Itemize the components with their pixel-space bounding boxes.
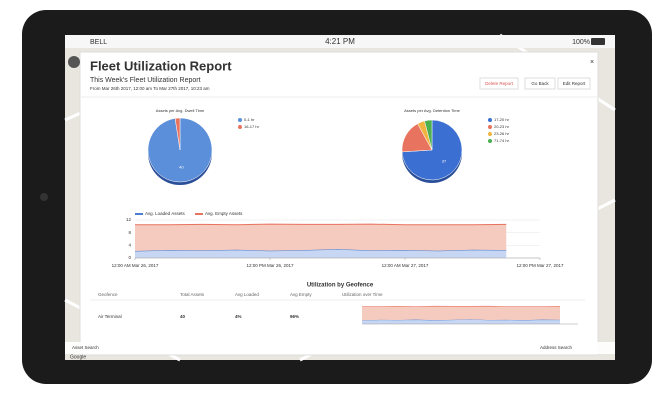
clock: 4:21 PM xyxy=(325,37,355,46)
legend-swatch xyxy=(488,125,492,129)
slice-label: 37 xyxy=(442,158,447,163)
delete-button[interactable] xyxy=(479,77,519,90)
legend-label: 20-23 hr xyxy=(494,124,510,129)
series-area xyxy=(135,224,507,252)
series-area xyxy=(135,249,507,258)
table-header: Avg Empty xyxy=(290,292,312,297)
legend-label: 23-26 hr xyxy=(494,131,510,136)
legend-label: 16-17 hr xyxy=(244,124,260,129)
pie-title: Assets per Avg. Dwell Time xyxy=(156,108,205,113)
report-modal xyxy=(79,51,599,356)
table-cell: 4% xyxy=(235,314,242,319)
pie-slice xyxy=(424,119,433,151)
address-search[interactable]: Address Search xyxy=(540,345,573,350)
y-tick-label: 0 xyxy=(128,255,131,260)
buttons: Delete Report Go Back Edit Report xyxy=(479,77,591,90)
legend-swatch xyxy=(195,213,203,215)
x-tick-label: 12:00 PM Mar 26, 2017 xyxy=(246,263,294,268)
legend-label: 71-74 hr xyxy=(494,138,510,143)
series-line xyxy=(135,223,507,226)
legend-swatch xyxy=(135,213,143,215)
report-subtitle: This Week's Fleet Utilization Report xyxy=(90,77,201,84)
y-tick-label: 12 xyxy=(126,217,132,222)
carrier: BELL xyxy=(90,39,107,46)
delete-label[interactable]: Delete Report xyxy=(485,81,514,86)
report-title: Fleet Utilization Report xyxy=(90,58,232,73)
x-tick-label: 12:00 AM Mar 27, 2017 xyxy=(382,263,429,268)
edit-button[interactable] xyxy=(557,77,591,90)
x-tick-label: 12:00 AM Mar 26, 2017 xyxy=(112,263,159,268)
map-brand: Google xyxy=(70,354,86,360)
asset-search[interactable]: Asset Search xyxy=(72,345,99,350)
y-tick-label: 4 xyxy=(128,243,131,248)
close-button[interactable]: × xyxy=(590,59,594,66)
legend-swatch xyxy=(238,118,242,122)
legend-label: Avg. Loaded Assets xyxy=(145,211,185,216)
back-button[interactable] xyxy=(524,77,556,90)
x-tick-label: 12:00 PM Mar 27, 2017 xyxy=(516,263,564,268)
table-header: Utilization over Time xyxy=(342,292,383,297)
table-cell: 96% xyxy=(290,314,299,319)
y-tick-label: 8 xyxy=(128,230,131,235)
back-label[interactable]: Go Back xyxy=(531,81,549,86)
slice-label: 40 xyxy=(179,165,184,170)
geofence-title: Utilization by Geofence xyxy=(307,283,374,289)
legend-label: 0-1 hr xyxy=(244,117,255,122)
series-area xyxy=(362,319,560,324)
pie-slice xyxy=(401,119,463,181)
table-cell: 40 xyxy=(180,314,186,319)
table-header: Geofence xyxy=(98,292,118,297)
search-bar xyxy=(65,342,615,354)
table-cell: Air Terminal xyxy=(98,314,122,319)
table-header: Total Assets xyxy=(180,292,205,297)
legend-label: 17-20 hr xyxy=(494,117,510,122)
pie-slice xyxy=(174,117,181,151)
legend-swatch xyxy=(488,139,492,143)
date-range: From Mar 26th 2017, 12:00 am To Mar 27th… xyxy=(90,86,210,91)
table-header: Avg Loaded xyxy=(235,292,259,297)
legend-swatch xyxy=(238,125,242,129)
legend-label: Avg. Empty Assets xyxy=(205,211,243,216)
series-area xyxy=(362,306,560,321)
status-bar xyxy=(65,35,615,48)
battery-icon xyxy=(591,38,605,45)
app-logo xyxy=(68,56,80,68)
camera xyxy=(40,193,48,201)
edit-label[interactable]: Edit Report xyxy=(563,81,586,86)
battery: 100% xyxy=(572,39,590,46)
pie-title: Assets per Avg. Detention Time xyxy=(404,108,461,113)
legend-swatch xyxy=(488,118,492,122)
legend-swatch xyxy=(488,132,492,136)
